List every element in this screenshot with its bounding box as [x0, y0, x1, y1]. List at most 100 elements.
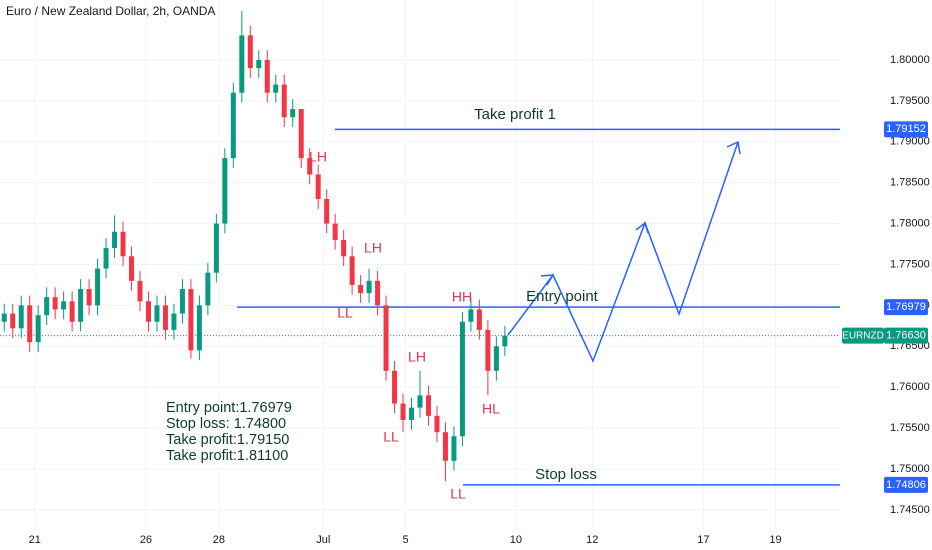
arrow-head: [726, 140, 741, 155]
y-tick-label: 1.77500: [890, 258, 930, 270]
candle-body: [154, 305, 160, 322]
candle-body: [230, 92, 236, 159]
y-tick-label: 1.75500: [890, 422, 930, 434]
candle-body: [222, 158, 228, 224]
y-tick-label: 1.78500: [890, 177, 930, 189]
candle-body: [27, 305, 33, 343]
candle-body: [349, 256, 355, 285]
note-line: Take profit:1.81100: [166, 448, 288, 464]
candle-body: [332, 223, 338, 240]
price-axis: [840, 0, 932, 550]
candle-body: [273, 84, 279, 93]
note-line: Entry point:1.76979: [166, 400, 292, 416]
x-tick-label: 17: [697, 534, 709, 546]
last-price-bg: [884, 327, 928, 344]
x-tick-label: 21: [29, 534, 41, 546]
annotation: LH: [408, 349, 426, 365]
candle-body: [502, 335, 508, 347]
last-price-label: 1.76630: [886, 330, 926, 342]
x-tick-label: 26: [140, 534, 152, 546]
candle-body: [137, 280, 143, 302]
level-name: Entry point: [526, 288, 599, 305]
level-label-bg: [884, 299, 928, 316]
level-label: 1.79152: [886, 123, 926, 135]
level-name: Take profit 1: [474, 106, 556, 123]
annotation: LL: [383, 429, 399, 445]
candle-body: [10, 313, 16, 329]
x-tick-label: 28: [213, 534, 225, 546]
note-line: Take profit:1.79150: [166, 432, 289, 448]
candle-body: [392, 370, 398, 404]
level-label-bg: [884, 121, 928, 138]
projection-path: [507, 141, 739, 363]
level-name: Stop loss: [535, 466, 597, 483]
candle-body: [188, 289, 194, 351]
symbol-label: EURNZD: [842, 330, 884, 341]
symbol-label-bg: [842, 327, 884, 344]
candle-body: [1, 313, 7, 322]
candle-body: [179, 289, 185, 314]
arrow-head: [540, 274, 555, 286]
candle-body: [264, 59, 270, 93]
annotation: LL: [337, 305, 353, 321]
candle-body: [375, 280, 381, 306]
candle-body: [256, 59, 262, 69]
candle-body: [358, 284, 364, 294]
candle-body: [341, 239, 347, 257]
candle-body: [69, 301, 75, 322]
candle-body: [247, 35, 253, 69]
annotation: LL: [450, 486, 466, 502]
x-tick-label: 12: [586, 534, 598, 546]
candle-body: [205, 272, 211, 306]
candle-body: [196, 305, 202, 351]
y-tick-label: 1.78000: [890, 217, 930, 229]
candle-body: [459, 321, 465, 437]
candle-body: [417, 395, 423, 408]
annotation: LH: [364, 240, 382, 256]
candle-body: [383, 305, 389, 371]
candle-body: [86, 289, 92, 306]
candle-body: [409, 407, 415, 420]
level-label-bg: [884, 476, 928, 493]
arrow-head: [635, 221, 649, 234]
y-tick-label: 1.74500: [890, 504, 930, 516]
candle-body: [61, 301, 67, 310]
candle-body: [18, 305, 24, 329]
candle-body: [281, 84, 287, 118]
annotation: LH: [309, 149, 327, 165]
candle-body: [451, 436, 457, 461]
candle-body: [290, 109, 296, 118]
y-tick-label: 1.76000: [890, 381, 930, 393]
level-label: 1.76979: [886, 301, 926, 313]
candle-body: [112, 231, 118, 249]
candle-body: [52, 297, 58, 310]
candle-body: [239, 35, 245, 93]
level-label: 1.74806: [886, 479, 926, 491]
x-tick-label: Jul: [316, 534, 330, 546]
candle-body: [307, 158, 313, 175]
candle-body: [162, 305, 168, 330]
candle-body: [95, 268, 101, 306]
candle-body: [35, 315, 41, 343]
candle-body: [120, 231, 126, 257]
annotation: HH: [452, 289, 472, 305]
y-tick-label: 1.79500: [890, 95, 930, 107]
x-tick-label: 10: [510, 534, 522, 546]
candle-body: [434, 415, 440, 433]
candle-body: [493, 346, 499, 371]
candle-body: [298, 109, 304, 159]
y-tick-label: 1.80000: [890, 54, 930, 66]
candle-body: [103, 248, 109, 269]
candle-body: [145, 301, 151, 322]
y-tick-label: 1.79000: [890, 136, 930, 148]
time-axis: [0, 530, 840, 550]
y-tick-label: 1.75000: [890, 463, 930, 475]
candle-body: [129, 256, 135, 281]
candle-body: [78, 289, 84, 322]
candle-body: [442, 432, 448, 461]
candle-body: [400, 403, 406, 420]
note-line: Stop loss: 1.74800: [166, 416, 286, 432]
chart-title: Euro / New Zealand Dollar, 2h, OANDA: [6, 4, 215, 18]
candle-body: [366, 280, 372, 294]
